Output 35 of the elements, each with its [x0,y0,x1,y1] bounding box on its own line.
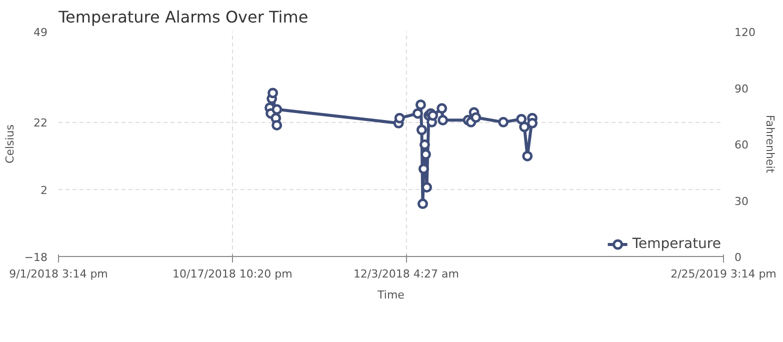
point [394,112,405,124]
y2-tick-label: 120 [734,26,756,39]
point [498,116,509,128]
point [519,122,530,132]
point [272,104,282,115]
x-tick-label: 2/25/2019 3:14 pm [670,268,776,280]
y2-tick-label: 60 [734,138,748,152]
point [272,120,282,130]
x-axis-title: Time [376,288,405,302]
y2-tick-label: 30 [734,194,748,208]
x-tick-label: 12/3/2018 4:27 am [353,268,460,280]
y2-tick-label: 90 [734,82,748,96]
point [412,108,423,119]
point [438,114,448,126]
x-tick-label: 10/17/2018 10:20 pm [172,268,292,280]
point [436,103,448,114]
y2-tick-label: 0 [734,251,742,264]
y2-axis-title: Fahrenheit [763,114,776,174]
point [417,198,428,210]
legend-label: Temperature [632,236,721,252]
point [516,114,527,124]
x-tick-label: 9/1/2018 3:14 pm [9,268,108,280]
y-tick-label: −18 [24,251,48,264]
point [268,88,278,98]
point [527,118,538,128]
y-tick-label: 22 [34,116,48,130]
point [415,99,426,110]
point [418,164,429,174]
point [522,150,533,162]
point [416,124,427,136]
point [470,112,482,123]
y-tick-label: 49 [34,26,48,39]
y-axis-title: Celsius [3,124,16,164]
chart-title: Temperature Alarms Over Time [58,8,308,26]
y-tick-label: 2 [40,184,48,197]
